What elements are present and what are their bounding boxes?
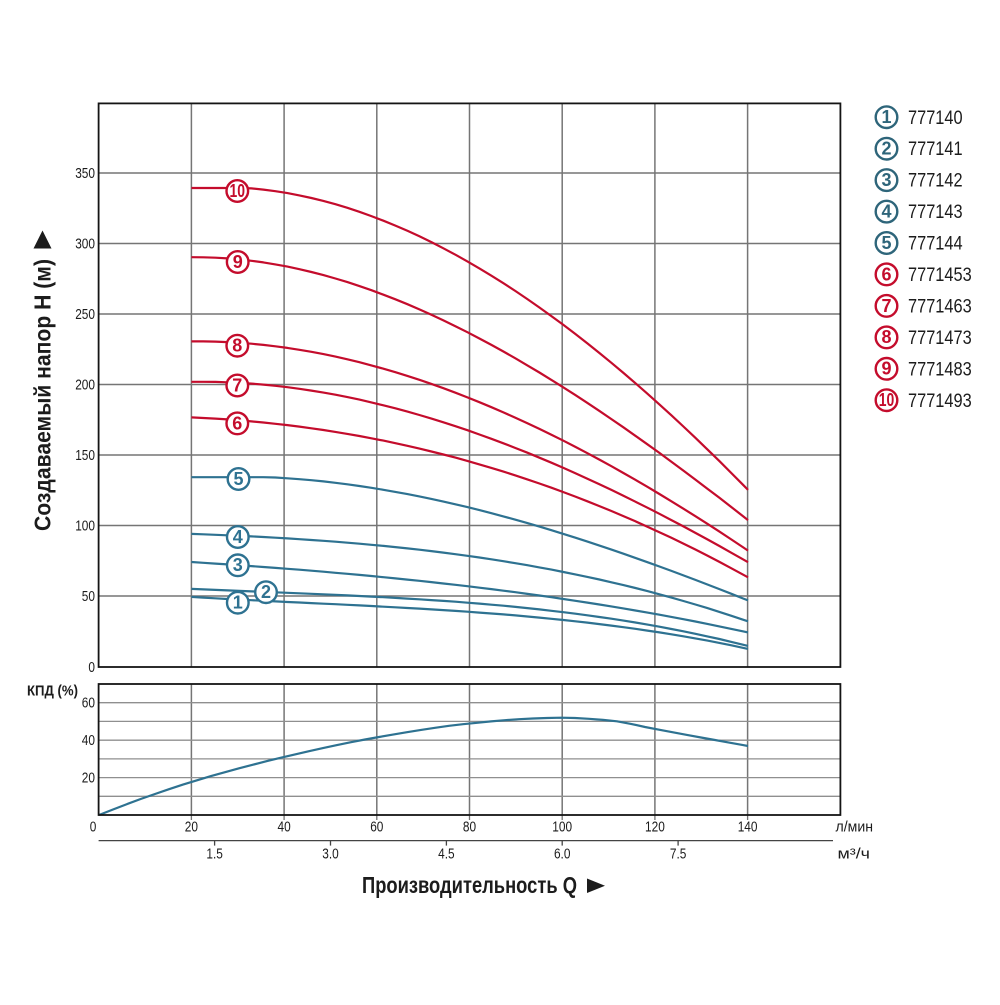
svg-text:л/мин: л/мин bbox=[836, 820, 874, 836]
svg-text:40: 40 bbox=[82, 733, 95, 749]
svg-text:7: 7 bbox=[881, 296, 891, 316]
svg-text:2: 2 bbox=[881, 139, 891, 159]
svg-text:120: 120 bbox=[645, 820, 665, 836]
svg-text:20: 20 bbox=[82, 771, 95, 787]
svg-text:2: 2 bbox=[261, 582, 271, 602]
svg-text:20: 20 bbox=[185, 820, 198, 836]
svg-text:8: 8 bbox=[881, 327, 891, 347]
svg-text:60: 60 bbox=[370, 820, 383, 836]
svg-text:7: 7 bbox=[232, 375, 242, 395]
svg-text:7771483: 7771483 bbox=[908, 359, 972, 380]
svg-text:150: 150 bbox=[75, 448, 95, 464]
svg-text:777140: 777140 bbox=[908, 108, 963, 129]
svg-text:60: 60 bbox=[82, 696, 95, 712]
svg-text:777144: 777144 bbox=[908, 234, 963, 255]
svg-text:КПД (%): КПД (%) bbox=[27, 684, 78, 700]
svg-text:200: 200 bbox=[75, 378, 95, 394]
svg-text:6: 6 bbox=[881, 264, 891, 284]
svg-text:250: 250 bbox=[75, 307, 95, 323]
svg-text:100: 100 bbox=[75, 519, 95, 535]
svg-text:100: 100 bbox=[552, 820, 572, 836]
svg-text:0: 0 bbox=[90, 820, 97, 836]
svg-text:5: 5 bbox=[881, 233, 891, 253]
svg-text:777141: 777141 bbox=[908, 139, 963, 160]
svg-text:3: 3 bbox=[881, 170, 891, 190]
svg-text:777142: 777142 bbox=[908, 171, 963, 192]
svg-text:3.0: 3.0 bbox=[322, 847, 339, 863]
svg-text:140: 140 bbox=[738, 820, 758, 836]
svg-text:10: 10 bbox=[879, 390, 895, 410]
svg-text:80: 80 bbox=[463, 820, 476, 836]
svg-text:7771453: 7771453 bbox=[908, 265, 972, 286]
svg-text:4: 4 bbox=[233, 527, 243, 547]
svg-text:50: 50 bbox=[82, 589, 95, 605]
svg-text:7.5: 7.5 bbox=[670, 847, 687, 863]
svg-text:6: 6 bbox=[232, 413, 242, 433]
svg-text:7771493: 7771493 bbox=[908, 391, 972, 412]
svg-text:9: 9 bbox=[233, 252, 243, 272]
svg-text:6.0: 6.0 bbox=[554, 847, 571, 863]
svg-text:0: 0 bbox=[88, 660, 95, 676]
svg-text:Производительность Q: Производительность Q bbox=[362, 872, 577, 898]
svg-text:777143: 777143 bbox=[908, 202, 963, 223]
svg-text:9: 9 bbox=[881, 359, 891, 379]
svg-text:4.5: 4.5 bbox=[438, 847, 455, 863]
svg-text:350: 350 bbox=[75, 166, 95, 182]
svg-text:1.5: 1.5 bbox=[206, 847, 223, 863]
svg-text:3: 3 bbox=[233, 555, 243, 575]
svg-text:1: 1 bbox=[233, 593, 243, 613]
svg-text:300: 300 bbox=[75, 237, 95, 253]
svg-text:7771473: 7771473 bbox=[908, 328, 972, 349]
svg-text:Создаваемый напор Н (м): Создаваемый напор Н (м) bbox=[30, 259, 56, 531]
svg-text:5: 5 bbox=[233, 469, 243, 489]
svg-text:4: 4 bbox=[881, 202, 891, 222]
svg-text:8: 8 bbox=[232, 336, 242, 356]
svg-text:1: 1 bbox=[881, 107, 891, 127]
svg-text:40: 40 bbox=[278, 820, 291, 836]
svg-text:7771463: 7771463 bbox=[908, 297, 972, 318]
svg-text:м³/ч: м³/ч bbox=[838, 847, 871, 863]
svg-text:10: 10 bbox=[230, 181, 246, 201]
